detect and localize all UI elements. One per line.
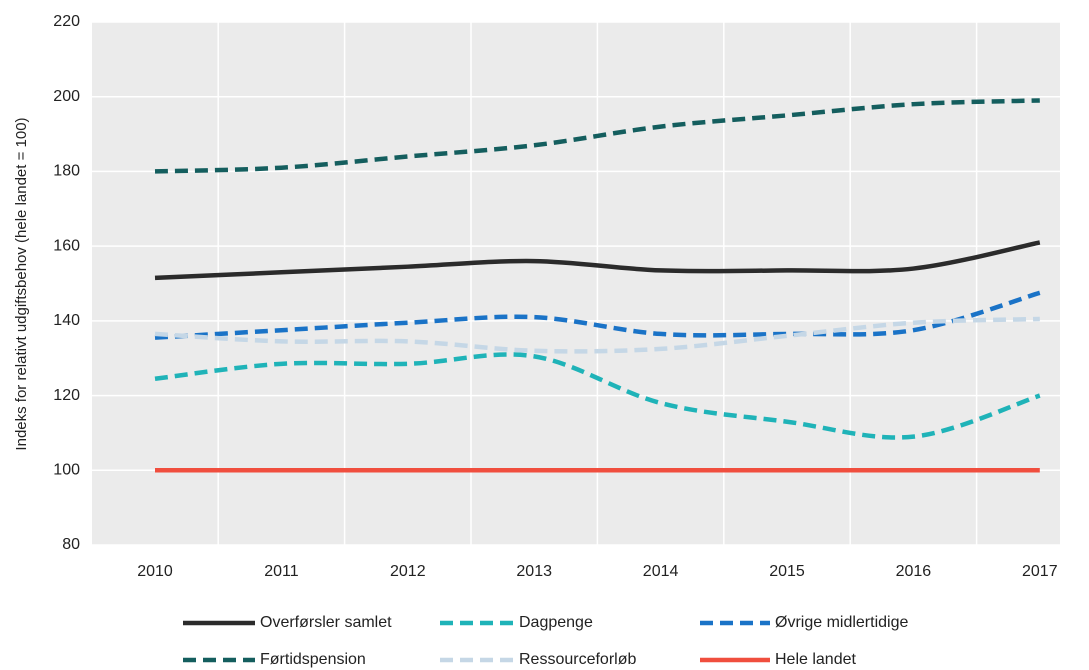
y-tick-label: 220 <box>53 13 80 30</box>
x-tick-label: 2010 <box>137 563 173 580</box>
series-line <box>154 316 1040 354</box>
x-tick-label: 2012 <box>390 563 426 580</box>
legend-label: Overførsler samlet <box>260 614 392 631</box>
x-tick-label: 2017 <box>1022 563 1058 580</box>
series-line <box>154 352 1041 440</box>
series-line <box>154 98 1040 174</box>
series-line <box>154 240 1041 281</box>
legend-label: Øvrige midlertidige <box>775 614 908 631</box>
y-tick-label: 80 <box>62 536 80 553</box>
y-tick-label: 200 <box>53 88 80 105</box>
x-tick-label: 2011 <box>264 563 299 580</box>
legend-label: Dagpenge <box>519 614 593 631</box>
plot-area <box>92 22 1060 545</box>
x-tick-label: 2014 <box>643 563 679 580</box>
x-tick-label: 2016 <box>896 563 932 580</box>
legend-label: Ressourceforløb <box>519 651 636 668</box>
y-tick-label: 100 <box>53 462 80 479</box>
x-tick-label: 2013 <box>516 563 552 580</box>
series-line <box>154 290 1041 340</box>
y-tick-label: 160 <box>53 237 80 254</box>
legend-label: Hele landet <box>775 651 857 668</box>
legend-label: Førtidspension <box>260 651 366 668</box>
y-axis-label: Indeks for relativt udgiftsbehov (hele l… <box>13 117 30 450</box>
y-tick-label: 120 <box>53 387 80 404</box>
y-tick-label: 140 <box>53 312 80 329</box>
y-tick-label: 180 <box>53 163 80 180</box>
x-tick-label: 2015 <box>769 563 805 580</box>
